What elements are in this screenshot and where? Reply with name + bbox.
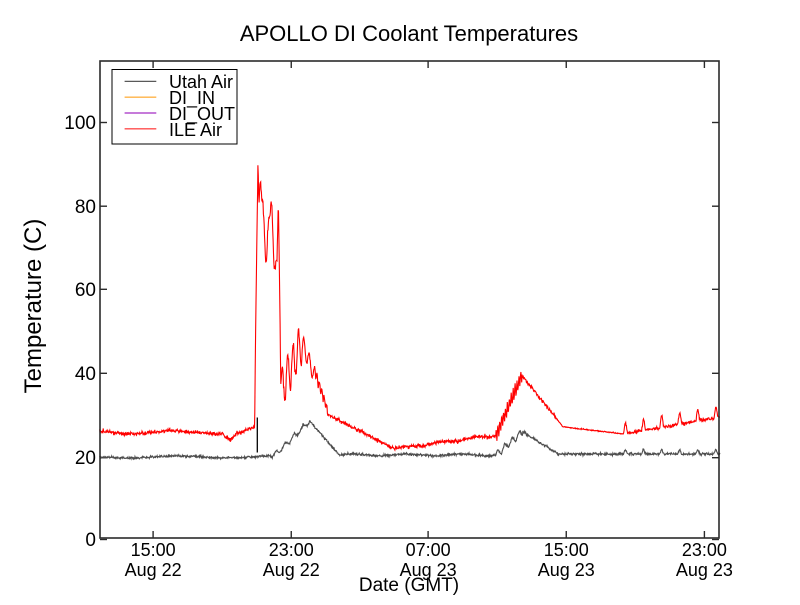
svg-text:80: 80 bbox=[75, 197, 96, 218]
svg-text:23:00: 23:00 bbox=[682, 540, 727, 560]
svg-text:0: 0 bbox=[85, 530, 96, 551]
svg-text:60: 60 bbox=[75, 280, 96, 301]
svg-text:15:00: 15:00 bbox=[131, 540, 176, 560]
svg-text:07:00: 07:00 bbox=[406, 540, 451, 560]
svg-text:Aug 23: Aug 23 bbox=[676, 560, 733, 580]
svg-text:Aug 23: Aug 23 bbox=[538, 560, 595, 580]
svg-text:15:00: 15:00 bbox=[544, 540, 589, 560]
svg-text:Aug 22: Aug 22 bbox=[263, 560, 320, 580]
svg-text:Temperature (C): Temperature (C) bbox=[20, 219, 47, 394]
svg-text:100: 100 bbox=[64, 113, 96, 134]
svg-text:APOLLO DI Coolant Temperatures: APOLLO DI Coolant Temperatures bbox=[240, 21, 578, 46]
svg-text:Aug 22: Aug 22 bbox=[125, 560, 182, 580]
svg-text:40: 40 bbox=[75, 364, 96, 385]
svg-text:Date (GMT): Date (GMT) bbox=[359, 575, 459, 596]
svg-text:ILE Air: ILE Air bbox=[169, 120, 222, 140]
svg-text:23:00: 23:00 bbox=[269, 540, 314, 560]
svg-text:20: 20 bbox=[75, 448, 96, 469]
